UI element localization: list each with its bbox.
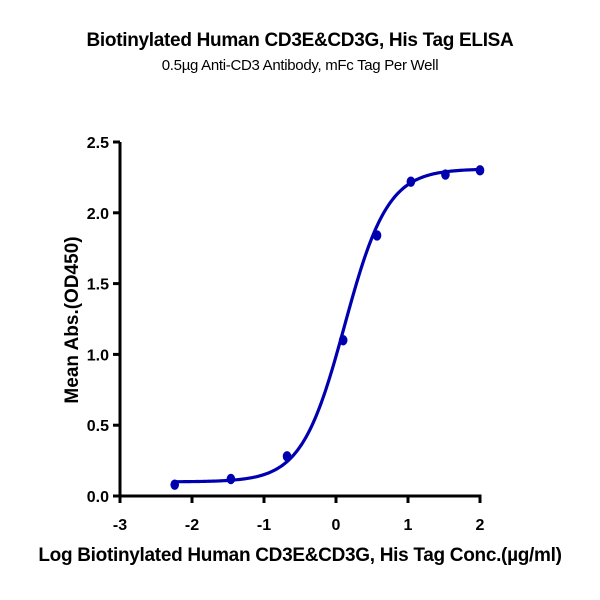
chart-title: Biotinylated Human CD3E&CD3G, His Tag EL… bbox=[86, 30, 514, 51]
y-axis-label: Mean Abs.(OD450) bbox=[62, 236, 83, 403]
y-tick-label: 2.5 bbox=[87, 135, 109, 152]
x-tick-label: -2 bbox=[185, 517, 199, 534]
y-tick-label: 1.0 bbox=[87, 347, 109, 364]
x-tick-label: 0 bbox=[332, 517, 341, 534]
data-points bbox=[170, 165, 485, 490]
chart-subtitle: 0.5µg Anti-CD3 Antibody, mFc Tag Per Wel… bbox=[161, 57, 439, 74]
data-point bbox=[282, 451, 292, 462]
x-tick-label: 1 bbox=[404, 517, 413, 534]
fit-curve bbox=[174, 167, 481, 484]
data-point bbox=[338, 335, 348, 346]
data-point bbox=[170, 479, 180, 490]
data-point bbox=[441, 169, 450, 180]
axes: 0.0 0.5 1.0 1.5 2.0 2.5 -3 -2 -1 0 1 2 bbox=[87, 135, 485, 534]
data-point bbox=[226, 473, 236, 485]
x-tick-label: 2 bbox=[476, 517, 485, 534]
y-tick-label: 0.0 bbox=[87, 489, 109, 506]
y-tick-label: 0.5 bbox=[87, 418, 109, 435]
data-point bbox=[475, 165, 485, 176]
x-tick-label: -3 bbox=[113, 517, 127, 534]
y-tick-label: 2.0 bbox=[87, 206, 109, 223]
x-tick-label: -1 bbox=[257, 517, 271, 534]
x-axis-label: Log Biotinylated Human CD3E&CD3G, His Ta… bbox=[38, 545, 562, 566]
data-point bbox=[406, 176, 416, 187]
data-point bbox=[372, 230, 382, 241]
fit-curve-line bbox=[174, 167, 481, 484]
y-tick-label: 1.5 bbox=[87, 277, 109, 294]
